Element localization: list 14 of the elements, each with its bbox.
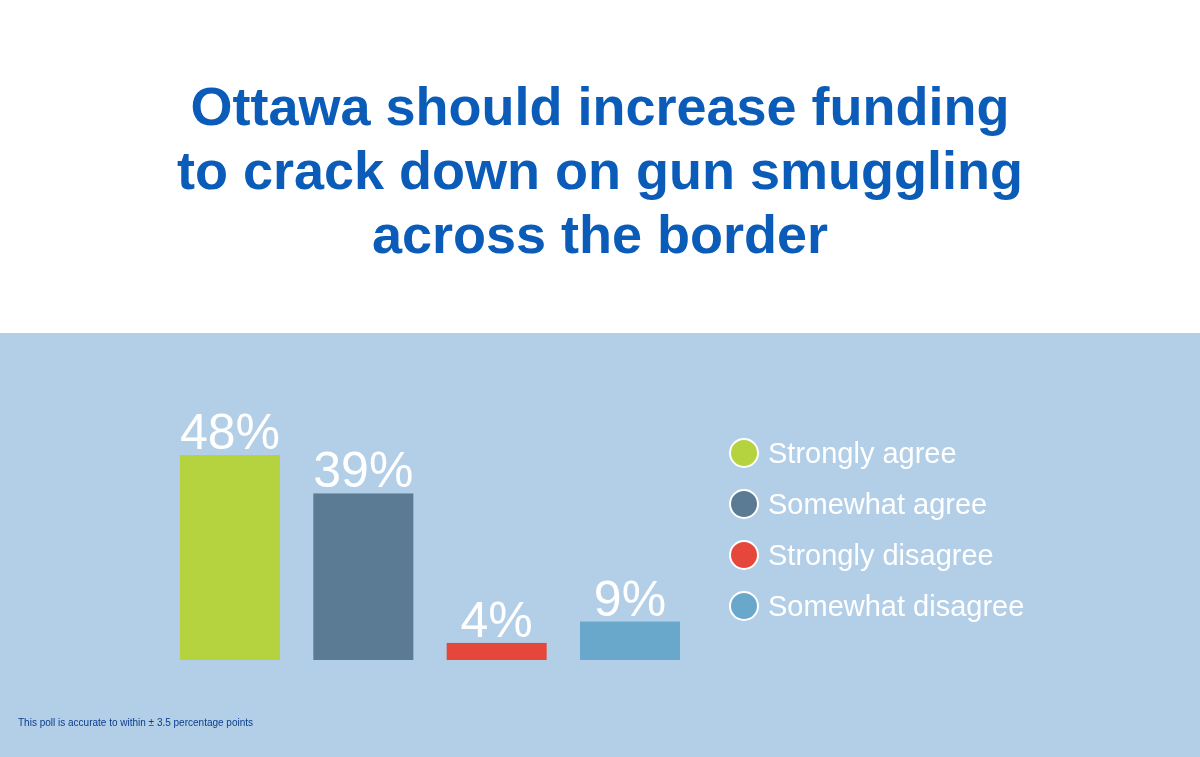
legend-label: Strongly disagree: [768, 539, 994, 571]
data-label: 9%: [593, 570, 667, 627]
chart-title: Ottawa should increase funding to crack down on gun smuggling across the border: [177, 76, 1023, 264]
bar: [446, 642, 547, 660]
legend-label: Somewhat agree: [768, 488, 988, 520]
bar: [313, 493, 414, 660]
bar: [580, 621, 680, 660]
legend-label: Somewhat disagree: [768, 590, 1025, 622]
bar: [180, 455, 280, 660]
data-label: 39%: [313, 442, 414, 499]
text: This poll is accurate to within ± 3.5 percentage points: [18, 717, 254, 728]
data-label: 4%: [460, 591, 533, 648]
legend-label: Strongly agree: [768, 437, 957, 469]
data-label: 48%: [179, 404, 281, 460]
